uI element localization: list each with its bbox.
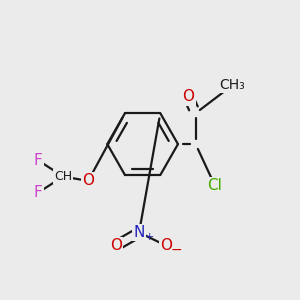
Text: F: F [34,185,43,200]
Text: Cl: Cl [207,178,222,193]
Text: O: O [110,238,122,253]
Text: O: O [160,238,172,253]
Text: F: F [34,153,43,168]
Text: O: O [182,89,194,104]
Text: −: − [171,242,182,256]
Text: CH: CH [54,170,72,183]
Text: N: N [134,225,145,240]
Text: CH₃: CH₃ [220,78,245,92]
Text: O: O [82,173,94,188]
Text: +: + [144,232,154,242]
